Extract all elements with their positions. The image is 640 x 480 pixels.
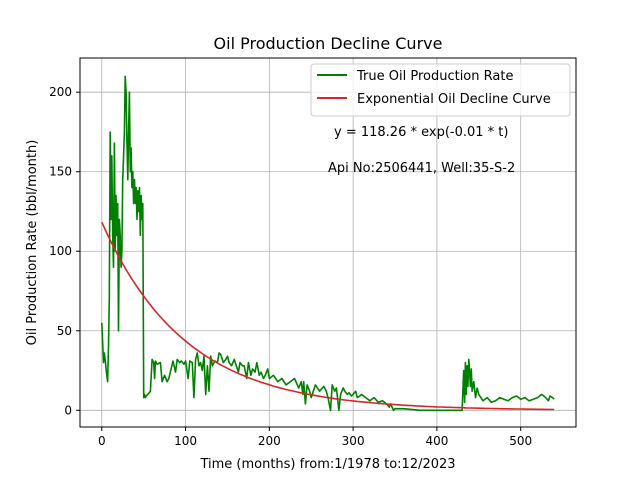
x-axis-label: Time (months) from:1/1978 to:12/2023: [199, 457, 455, 472]
y-tick-label: 0: [64, 403, 72, 417]
plot-area: [80, 58, 576, 427]
legend-label-exponential-decline: Exponential Oil Decline Curve: [357, 92, 551, 107]
legend: True Oil Production Rate Exponential Oil…: [310, 63, 571, 117]
y-tick-label: 150: [49, 165, 72, 179]
axis-ticks: 0 100 200 300 400 500 0 50 100 150 200: [49, 85, 532, 448]
series-line-true-oil-production-rate: [101, 75, 555, 412]
x-tick-label: 100: [174, 434, 197, 448]
series-line-exponential-decline: [101, 221, 555, 411]
legend-box: [310, 63, 571, 117]
legend-label-true-oil-production-rate: True Oil Production Rate: [356, 69, 513, 84]
y-axis-label: Oil Production Rate (bbl/month): [25, 140, 40, 346]
y-tick-label: 100: [49, 244, 72, 258]
axes-frame: [79, 57, 577, 428]
chart-title: Oil Production Decline Curve: [214, 34, 443, 53]
y-tick-label: 200: [49, 85, 72, 99]
plot-lines: [101, 75, 555, 412]
equation-annotation: y = 118.26 * exp(-0.01 * t): [334, 125, 508, 140]
y-tick-label: 50: [57, 324, 72, 338]
x-tick-label: 200: [258, 434, 281, 448]
well-annotation: Api No:2506441, Well:35-S-2: [328, 161, 515, 176]
x-tick-label: 300: [342, 434, 365, 448]
x-tick-label: 500: [509, 434, 532, 448]
x-tick-label: 0: [98, 434, 106, 448]
x-tick-label: 400: [425, 434, 448, 448]
